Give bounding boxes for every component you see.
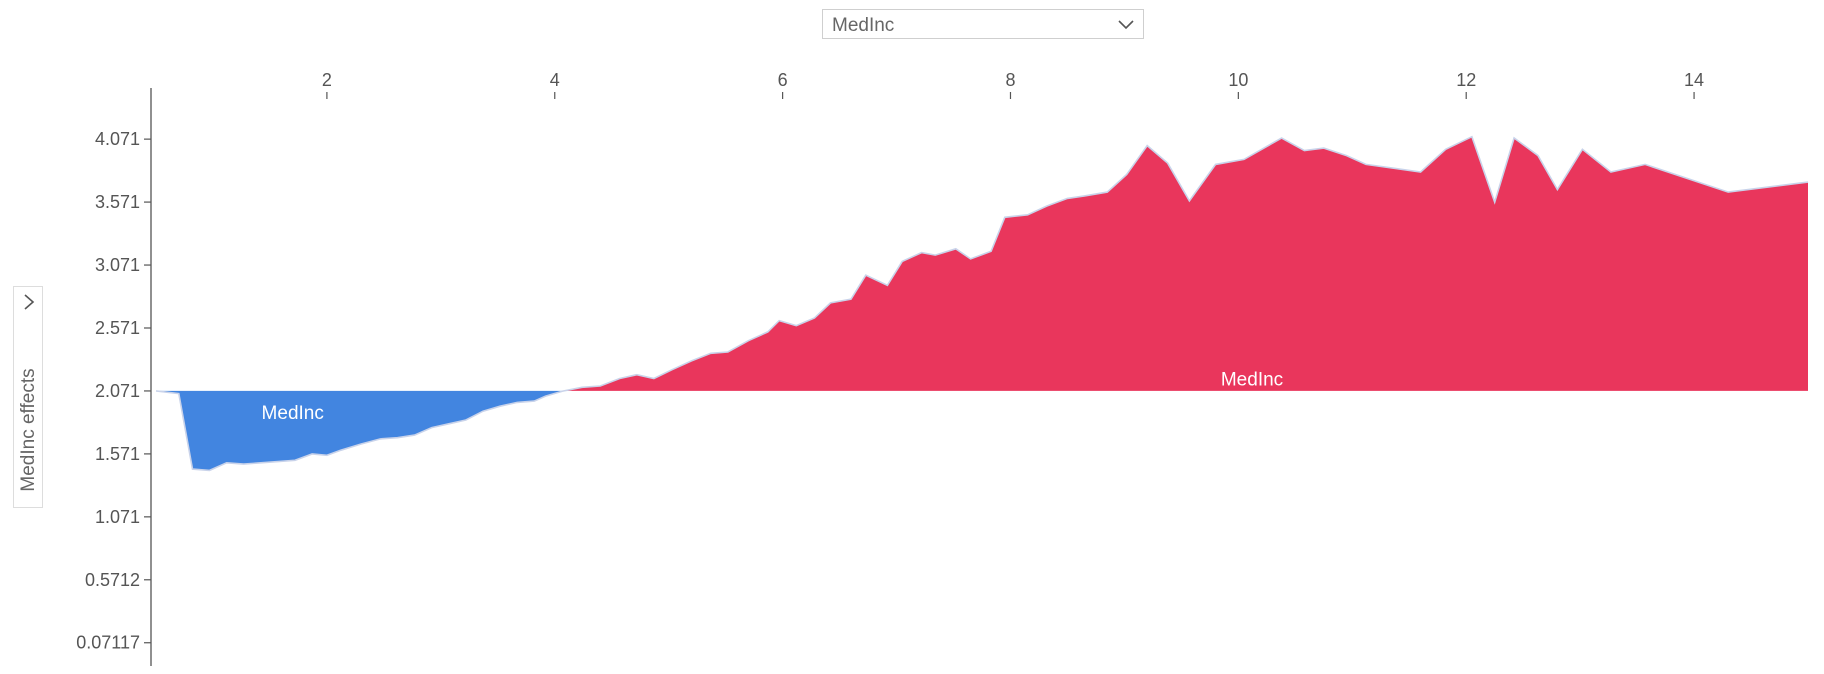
y-tick-label: 0.07117 (76, 633, 140, 653)
positive-effect-area (563, 136, 1808, 391)
feature-select[interactable]: MedInc (822, 9, 1144, 39)
chevron-down-icon (1118, 20, 1134, 30)
y-tick-label: 1.071 (95, 507, 140, 527)
x-tick-label: 14 (1684, 70, 1704, 90)
x-tick-label: 4 (550, 70, 560, 90)
y-tick-label: 3.571 (95, 192, 140, 212)
positive-area-label: MedInc (1221, 370, 1283, 391)
y-tick-label: 1.571 (95, 444, 140, 464)
y-tick-label: 3.071 (95, 255, 140, 275)
y-tick-label: 0.5712 (85, 570, 140, 590)
negative-effect-area (156, 390, 564, 471)
axes: 2 4 6 8 10 12 14 4.071 3.571 3.071 2.571 2.071 1.571… (76, 70, 1704, 666)
x-tick-label: 8 (1005, 70, 1015, 90)
plot-areas (155, 135, 1809, 472)
y-tick-label: 4.071 (95, 129, 140, 149)
y-tick-label: 2.571 (95, 318, 140, 338)
effect-line (155, 135, 1809, 472)
chevron-right-icon (24, 294, 35, 310)
x-tick-label: 2 (322, 70, 332, 90)
y-tick-label: 2.071 (95, 381, 140, 401)
x-tick-label: 10 (1228, 70, 1248, 90)
x-tick-label: 12 (1456, 70, 1476, 90)
axis-label-toggle[interactable]: MedInc effects (13, 286, 43, 508)
x-tick-label: 6 (778, 70, 788, 90)
negative-area-label: MedInc (262, 403, 324, 424)
feature-select-value: MedInc (832, 15, 895, 36)
area-labels: MedInc MedInc (262, 370, 1284, 424)
